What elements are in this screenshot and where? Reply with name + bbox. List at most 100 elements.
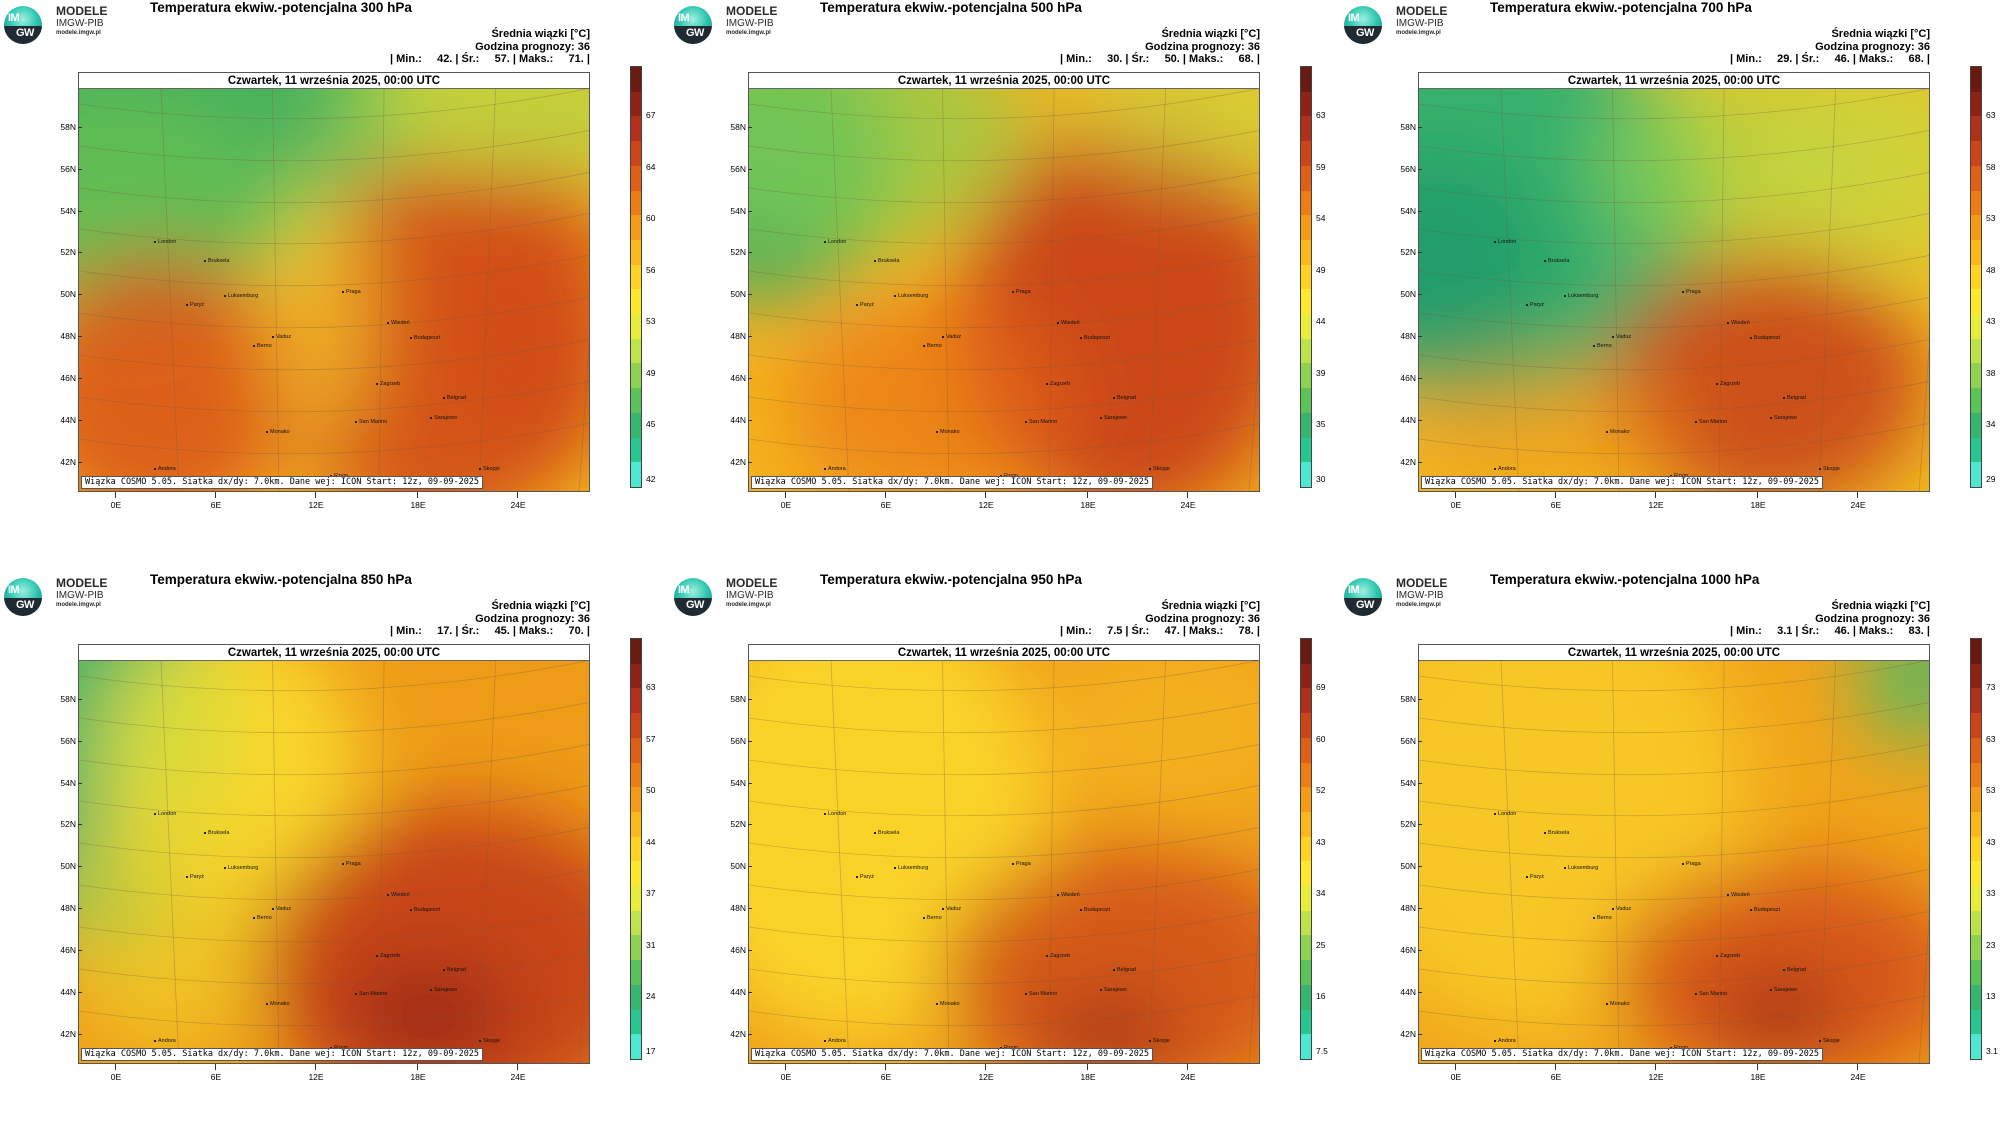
latitude-line: [79, 743, 589, 776]
color-scale-step: [631, 984, 641, 1011]
forecast-hour-label: Godzina prognozy: 36: [1145, 40, 1260, 53]
logo-badge-top-text: IM: [8, 584, 20, 596]
latitude-line: [749, 743, 1259, 776]
city-label: Luksemburg: [223, 865, 259, 871]
forecast-date: Czwartek, 11 września 2025, 00:00 UTC: [1419, 645, 1929, 661]
color-scale-tick-label: 39: [1316, 367, 1326, 378]
latitude-tick-label: 44N: [1380, 987, 1422, 997]
city-label: Bruksela: [1543, 258, 1570, 264]
logo-badge-bottom-text: GW: [686, 27, 704, 39]
longitude-line: [378, 645, 385, 1063]
latitude-line: [79, 784, 589, 817]
color-scale-step: [1301, 737, 1311, 764]
longitude-line: [1611, 73, 1620, 491]
color-scale-step: [1971, 412, 1981, 439]
latitude-line: [749, 212, 1259, 245]
latitude-tick-label: 50N: [1380, 861, 1422, 871]
longitude-tick-label: 18E: [1743, 492, 1773, 510]
longitude-tick-label: 24E: [503, 1064, 533, 1082]
latitude-line: [79, 910, 589, 943]
forecast-panel: IM GW MODELE IMGW-PIB modele.imgw.pl Temperat…: [1340, 572, 2000, 1132]
color-scale-step: [631, 462, 641, 488]
ensemble-stats: Średnia wiązki [°C] Godzina prognozy: 36 |…: [1060, 600, 1260, 638]
min-mean-max-values: | Min.: 7.5 | Śr.: 47. | Maks.: 78. |: [1060, 625, 1260, 637]
city-label: London: [823, 811, 847, 817]
latitude-line: [79, 338, 589, 371]
logo-badge: IM GW: [1344, 578, 1382, 616]
city-label: Wiedeń: [1727, 320, 1750, 326]
color-scale-step: [1971, 314, 1981, 340]
color-scale-tick-label: 45: [646, 419, 656, 429]
color-scale-step: [1971, 363, 1981, 389]
latitude-tick-label: 58N: [1380, 122, 1422, 132]
latitude-line: [79, 826, 589, 859]
temperature-map: London Bruksela Paryż Luksemburg Praga Wiedeń…: [1418, 644, 1930, 1064]
city-label: Luksemburg: [1563, 293, 1599, 299]
city-label: Luksemburg: [893, 293, 929, 299]
latitude-tick-label: 56N: [40, 736, 82, 746]
longitude-line: [829, 73, 850, 491]
longitude-tick-label: 6E: [1541, 492, 1571, 510]
latitude-tick-label: 48N: [40, 331, 82, 341]
logo-badge: IM GW: [1344, 6, 1382, 44]
logo-name: MODELE: [1396, 4, 1448, 18]
model-info-footer: Wiązka COSMO 5.05. Siatka dx/dy: 7.0km. …: [81, 1048, 484, 1061]
city-label: San Marino: [1024, 419, 1058, 425]
color-scale-step: [1301, 363, 1311, 389]
city-label: Monako: [266, 1001, 290, 1007]
color-scale-step: [631, 811, 641, 838]
city-label: Praga: [1682, 289, 1701, 295]
longitude-line: [578, 343, 589, 491]
latitude-tick-label: 46N: [1380, 945, 1422, 955]
latitude-tick-label: 48N: [1380, 331, 1422, 341]
city-label: Belgrad: [1113, 395, 1136, 401]
color-scale-step: [1971, 762, 1981, 788]
city-label: Bruksela: [873, 830, 900, 836]
color-scale-step: [1301, 264, 1311, 290]
longitude-tick-label: 12E: [971, 492, 1001, 510]
color-scale-tick-label: 60: [1316, 733, 1326, 744]
city-label: Andora: [824, 1038, 846, 1044]
city-label: Berno: [923, 915, 942, 921]
field-region: [329, 73, 589, 183]
longitude-tick-label: 24E: [1843, 1064, 1873, 1082]
logo-org: IMGW-PIB: [1396, 18, 1444, 29]
city-label: Zagrzeb: [375, 953, 401, 959]
city-label: Monako: [936, 429, 960, 435]
ensemble-stats: Średnia wiązki [°C] Godzina prognozy: 36 |…: [390, 600, 590, 638]
color-scale-step: [631, 861, 641, 887]
field-region: [1609, 865, 1929, 1063]
color-scale-step: [631, 836, 641, 862]
logo-org: IMGW-PIB: [726, 18, 774, 29]
color-scale-step: [1971, 639, 1981, 665]
city-label: Sarajewo: [1100, 415, 1127, 421]
color-scale-step: [631, 363, 641, 389]
color-scale-step: [631, 141, 641, 167]
longitude-tick-label: 24E: [503, 492, 533, 510]
longitude-line: [1148, 645, 1167, 1063]
latitude-tick-label: 46N: [710, 945, 752, 955]
color-scale-tick-label: 49: [1316, 264, 1326, 275]
longitude-tick-label: 0E: [771, 1064, 801, 1082]
latitude-line: [1419, 952, 1929, 985]
min-mean-max-values: | Min.: 42. | Śr.: 57. | Maks.: 71. |: [390, 53, 590, 65]
city-label: Vaduz: [271, 906, 292, 912]
city-label: Monako: [1606, 429, 1630, 435]
color-scale-step: [1971, 91, 1981, 117]
color-scale-tick-label: 13: [1986, 991, 1996, 1001]
city-label: London: [153, 811, 177, 817]
color-scale-step: [631, 1009, 641, 1035]
longitude-line: [1248, 915, 1259, 1063]
latitude-tick-label: 56N: [1380, 164, 1422, 174]
latitude-tick-label: 52N: [1380, 247, 1422, 257]
longitude-tick-label: 12E: [1641, 1064, 1671, 1082]
color-scale-step: [1301, 1009, 1311, 1035]
logo-badge-bottom-text: GW: [686, 599, 704, 611]
city-label: Belgrad: [1113, 967, 1136, 973]
color-scale-step: [631, 713, 641, 739]
city-label: Wiedeń: [1727, 892, 1750, 898]
color-scale-step: [1301, 910, 1311, 936]
color-scale-bar: [630, 638, 642, 1060]
temperature-map: London Bruksela Paryż Luksemburg Praga Wiedeń…: [748, 72, 1260, 492]
temperature-map: London Bruksela Paryż Luksemburg Praga Wiedeń…: [748, 644, 1260, 1064]
